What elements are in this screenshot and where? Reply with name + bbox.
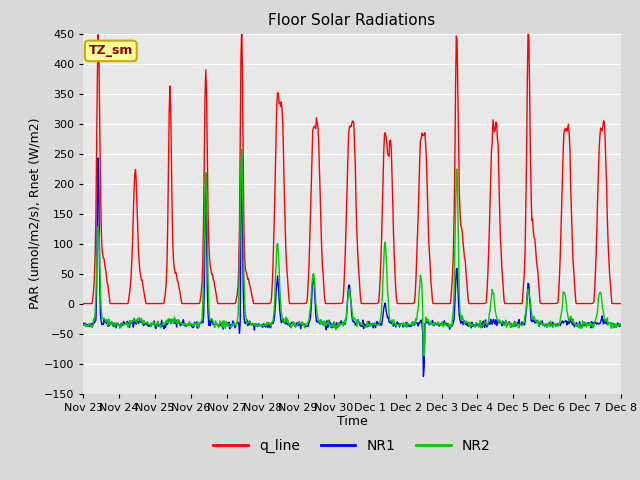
Legend: q_line, NR1, NR2: q_line, NR1, NR2 (207, 433, 497, 459)
Y-axis label: PAR (umol/m2/s), Rnet (W/m2): PAR (umol/m2/s), Rnet (W/m2) (28, 118, 41, 309)
Title: Floor Solar Radiations: Floor Solar Radiations (268, 13, 436, 28)
X-axis label: Time: Time (337, 415, 367, 429)
Text: TZ_sm: TZ_sm (88, 44, 133, 58)
